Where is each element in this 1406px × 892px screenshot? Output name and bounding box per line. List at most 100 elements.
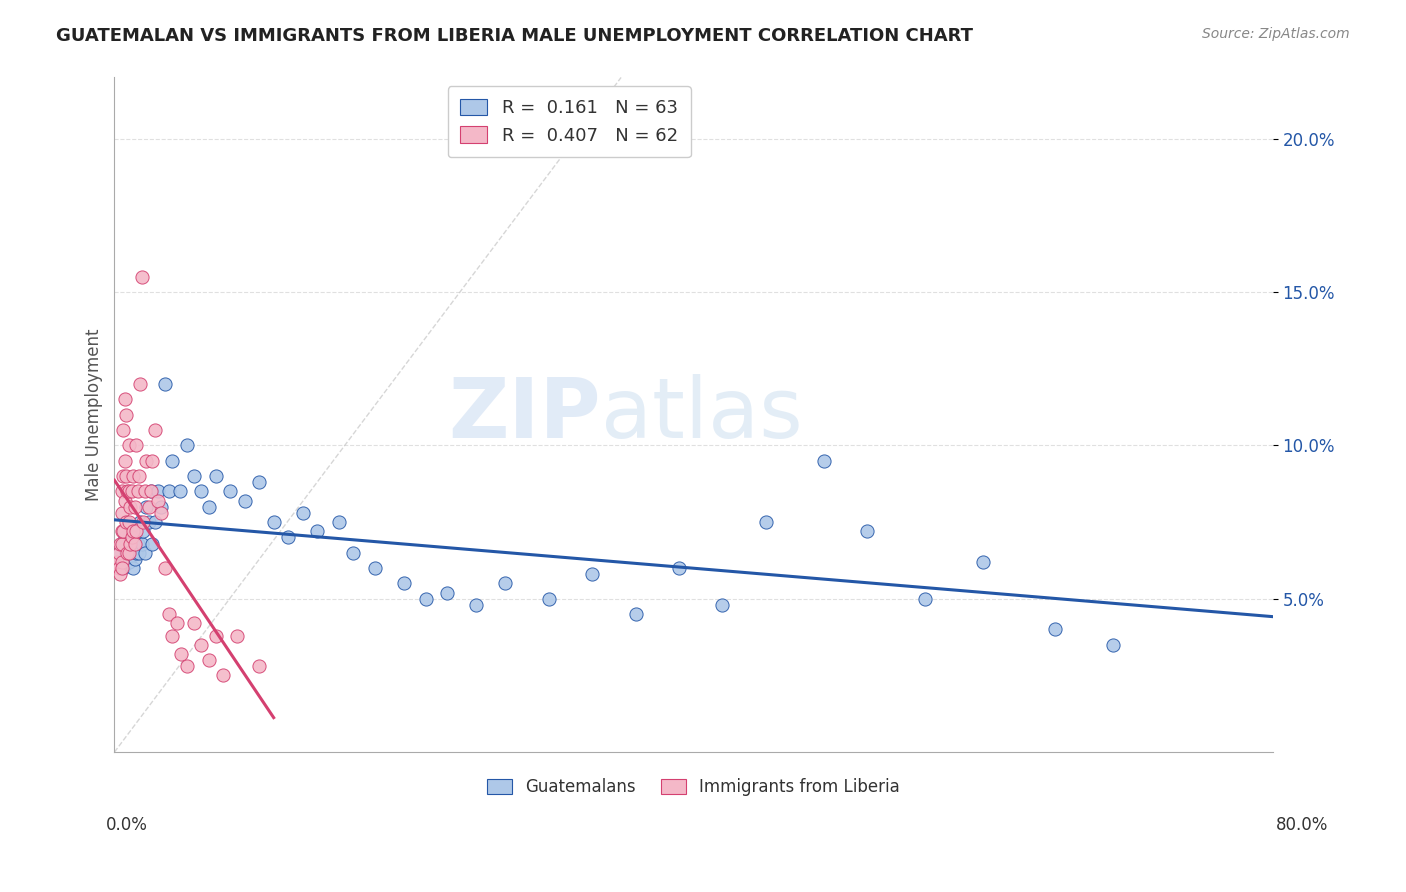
Point <box>755 515 778 529</box>
Point <box>111 524 134 539</box>
Point <box>122 561 145 575</box>
Point <box>131 269 153 284</box>
Point <box>118 438 141 452</box>
Point <box>392 576 415 591</box>
Point <box>183 469 205 483</box>
Point <box>125 524 148 539</box>
Point <box>127 484 149 499</box>
Point <box>166 616 188 631</box>
Point <box>112 469 135 483</box>
Point <box>114 493 136 508</box>
Point <box>107 561 129 575</box>
Point <box>121 531 143 545</box>
Point <box>115 515 138 529</box>
Point <box>226 629 249 643</box>
Point <box>176 438 198 452</box>
Point <box>115 546 138 560</box>
Point <box>162 454 184 468</box>
Point <box>132 524 155 539</box>
Point <box>153 561 176 575</box>
Point <box>465 598 488 612</box>
Text: 80.0%: 80.0% <box>1277 816 1329 834</box>
Point <box>138 500 160 514</box>
Point <box>120 546 142 560</box>
Point <box>149 506 172 520</box>
Point <box>121 524 143 539</box>
Point <box>114 392 136 407</box>
Point <box>247 659 270 673</box>
Point <box>436 585 458 599</box>
Point <box>114 531 136 545</box>
Point <box>138 515 160 529</box>
Point <box>127 536 149 550</box>
Point <box>111 506 134 520</box>
Point <box>149 500 172 514</box>
Point <box>111 484 134 499</box>
Point <box>183 616 205 631</box>
Point <box>307 524 329 539</box>
Point <box>118 484 141 499</box>
Point <box>856 524 879 539</box>
Point <box>291 506 314 520</box>
Point <box>190 638 212 652</box>
Point <box>139 484 162 499</box>
Point <box>364 561 387 575</box>
Point <box>117 484 139 499</box>
Point <box>170 647 193 661</box>
Point <box>176 659 198 673</box>
Point <box>118 555 141 569</box>
Text: ZIP: ZIP <box>449 375 600 455</box>
Text: GUATEMALAN VS IMMIGRANTS FROM LIBERIA MALE UNEMPLOYMENT CORRELATION CHART: GUATEMALAN VS IMMIGRANTS FROM LIBERIA MA… <box>56 27 973 45</box>
Point <box>204 629 226 643</box>
Point <box>157 484 180 499</box>
Point <box>141 536 163 550</box>
Point <box>108 567 131 582</box>
Point <box>537 591 560 606</box>
Point <box>124 552 146 566</box>
Point <box>111 555 134 569</box>
Point <box>118 531 141 545</box>
Point <box>212 668 235 682</box>
Point <box>112 524 135 539</box>
Point <box>107 546 129 560</box>
Text: 0.0%: 0.0% <box>105 816 148 834</box>
Point <box>415 591 437 606</box>
Point <box>277 531 299 545</box>
Point <box>190 484 212 499</box>
Point <box>668 561 690 575</box>
Point <box>111 536 134 550</box>
Text: Source: ZipAtlas.com: Source: ZipAtlas.com <box>1202 27 1350 41</box>
Point <box>219 484 242 499</box>
Point <box>112 423 135 437</box>
Point <box>204 469 226 483</box>
Point <box>141 454 163 468</box>
Point <box>813 454 835 468</box>
Point <box>711 598 734 612</box>
Point <box>134 546 156 560</box>
Point <box>581 567 603 582</box>
Point <box>122 524 145 539</box>
Point <box>169 484 191 499</box>
Point <box>129 515 152 529</box>
Point <box>114 454 136 468</box>
Point <box>118 546 141 560</box>
Point <box>105 555 128 569</box>
Point <box>494 576 516 591</box>
Point <box>131 536 153 550</box>
Point <box>972 555 994 569</box>
Point <box>112 561 135 575</box>
Point <box>197 653 219 667</box>
Point <box>129 377 152 392</box>
Point <box>118 515 141 529</box>
Point <box>162 629 184 643</box>
Point <box>125 531 148 545</box>
Point <box>117 546 139 560</box>
Point <box>107 546 129 560</box>
Point <box>122 469 145 483</box>
Point <box>117 536 139 550</box>
Point <box>128 546 150 560</box>
Point <box>125 546 148 560</box>
Point <box>134 484 156 499</box>
Point <box>124 536 146 550</box>
Legend: Guatemalans, Immigrants from Liberia: Guatemalans, Immigrants from Liberia <box>478 770 908 805</box>
